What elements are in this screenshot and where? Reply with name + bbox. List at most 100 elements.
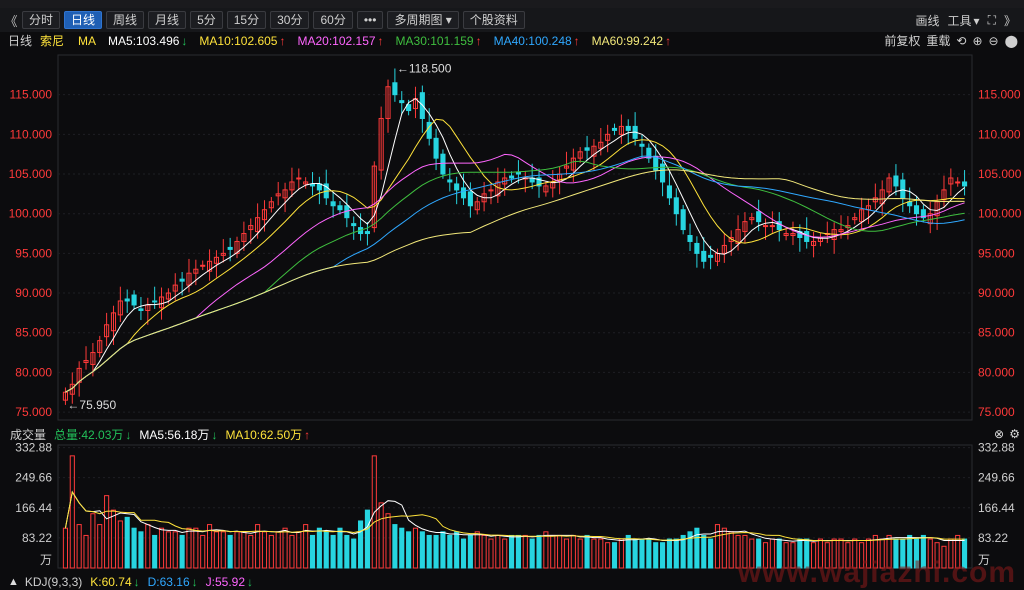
- period-button-5[interactable]: 15分: [226, 11, 267, 29]
- candle-body-3: [83, 359, 89, 363]
- adjust-mode-button[interactable]: 前复权: [884, 34, 921, 48]
- candle-body-63: [495, 181, 501, 197]
- volume-bar-28: [255, 524, 261, 569]
- volume-bar-37: [316, 527, 322, 569]
- ma-trend-arrow-1: ↑: [279, 33, 286, 48]
- volume-bar-35: [303, 524, 309, 569]
- volume-bar-1: [69, 455, 75, 569]
- candle-body-80: [611, 127, 618, 131]
- candle-body-14: [158, 296, 165, 309]
- volume-ma10-line: [64, 490, 965, 542]
- zoom-in-icon[interactable]: ⊕: [972, 33, 983, 48]
- volume-bar-57: [454, 531, 460, 569]
- candle-body-109: [811, 240, 817, 246]
- volume-bar-93: [701, 534, 707, 569]
- candle-body-79: [605, 133, 611, 141]
- ma-trend-arrow-2: ↑: [377, 33, 384, 48]
- candle-body-40: [337, 205, 343, 211]
- price-tick-right-2: 105.000: [978, 167, 1022, 181]
- ma-legend-value-1: MA10:102.605: [199, 33, 278, 48]
- tools-button[interactable]: 工具 ▾: [948, 12, 980, 29]
- candle-body-28: [255, 217, 261, 233]
- volume-bar-32: [282, 527, 288, 569]
- volume-bar-51: [412, 527, 419, 569]
- reload-button[interactable]: 重载: [926, 34, 951, 48]
- candle-body-113: [838, 229, 844, 233]
- volume-bar-0: [62, 527, 68, 569]
- candle-body-94: [708, 254, 714, 258]
- candle-body-89: [673, 197, 679, 215]
- volume-ma5-value: MA5:56.18万: [139, 427, 210, 442]
- candle-body-70: [543, 185, 549, 193]
- fullscreen-icon[interactable]: ⛶: [987, 12, 996, 27]
- ma-legend-item-4: MA40:100.248 ↑: [494, 34, 580, 48]
- volume-bar-78: [598, 538, 604, 569]
- period-button-10[interactable]: 个股资料: [462, 11, 525, 29]
- candle-body-76: [584, 147, 590, 151]
- stock-name[interactable]: 索尼: [40, 34, 65, 48]
- volume-bar-65: [509, 534, 515, 569]
- period-button-3[interactable]: 月线: [148, 11, 187, 29]
- volume-bar-79: [605, 542, 611, 569]
- draw-line-button[interactable]: 画线: [915, 13, 940, 28]
- period-button-2[interactable]: 周线: [106, 11, 145, 29]
- ma-legend-item-5: MA60:99.242 ↑: [592, 34, 671, 48]
- price-tick-right-6: 85.000: [978, 326, 1015, 340]
- period-button-8[interactable]: •••: [356, 11, 384, 29]
- settings-icon[interactable]: ⬤: [1004, 33, 1018, 48]
- candle-body-69: [536, 177, 542, 187]
- candle-body-33: [289, 181, 295, 191]
- volume-bar-31: [275, 531, 281, 569]
- volume-total: 总量:42.03万 ↓: [54, 426, 131, 443]
- close-volume-icon[interactable]: ⊗: [993, 427, 1004, 441]
- volume-settings-icon[interactable]: ⚙: [1009, 427, 1020, 441]
- candle-body-90: [680, 209, 686, 231]
- volume-bar-88: [666, 538, 672, 569]
- volume-bar-85: [646, 538, 652, 569]
- period-button-6[interactable]: 30分: [270, 11, 310, 29]
- period-button-0[interactable]: 分时: [22, 11, 61, 29]
- candle-body-129: [948, 177, 954, 185]
- candle-body-39: [330, 201, 336, 207]
- expand-right-icon[interactable]: 》: [1003, 13, 1016, 28]
- candle-body-49: [399, 100, 405, 104]
- candle-body-27: [248, 225, 254, 231]
- candle-body-18: [186, 272, 192, 286]
- volume-tick-left-3: 83.22: [22, 531, 52, 545]
- period-button-1[interactable]: 日线: [64, 11, 103, 29]
- expand-indicator-icon[interactable]: ▲: [8, 576, 19, 588]
- period-button-4[interactable]: 5分: [190, 11, 223, 29]
- candle-body-13: [152, 300, 158, 303]
- chart-controls: 前复权 重载 ⟲ ⊕ ⊖ ⬤: [884, 32, 1024, 49]
- candle-body-118: [872, 197, 878, 203]
- candle-body-6: [104, 324, 110, 338]
- kdj-j: J:55.92 ↓: [206, 575, 253, 589]
- collapse-left-icon[interactable]: 《: [4, 13, 18, 29]
- candle-body-11: [138, 308, 144, 312]
- candle-body-98: [735, 229, 741, 244]
- volume-bar-33: [289, 534, 295, 569]
- volume-bar-53: [426, 534, 432, 569]
- kdj-name[interactable]: KDJ(9,3,3): [24, 575, 83, 589]
- volume-bar-113: [838, 538, 844, 569]
- volume-bar-30: [268, 534, 274, 569]
- price-tick-left-0: 115.000: [10, 88, 53, 102]
- volume-bar-61: [481, 534, 487, 569]
- volume-bar-45: [371, 455, 377, 569]
- price-tick-right-8: 75.000: [978, 405, 1015, 419]
- candle-body-15: [165, 292, 171, 300]
- candle-body-45: [371, 165, 377, 229]
- price-tick-left-3: 100.000: [9, 207, 53, 221]
- volume-bar-19: [193, 527, 199, 569]
- ma-indicator-label[interactable]: MA: [78, 33, 97, 48]
- period-button-7[interactable]: 60分: [313, 11, 353, 29]
- volume-bar-97: [728, 531, 734, 569]
- volume-bar-126: [927, 538, 933, 569]
- price-tick-left-8: 75.000: [15, 405, 52, 419]
- zoom-out-icon[interactable]: ⊖: [988, 33, 999, 48]
- period-button-9[interactable]: 多周期图 ▾: [387, 11, 459, 29]
- volume-bar-67: [522, 534, 528, 569]
- reset-icon[interactable]: ⟲: [956, 33, 967, 48]
- volume-bar-118: [872, 534, 878, 569]
